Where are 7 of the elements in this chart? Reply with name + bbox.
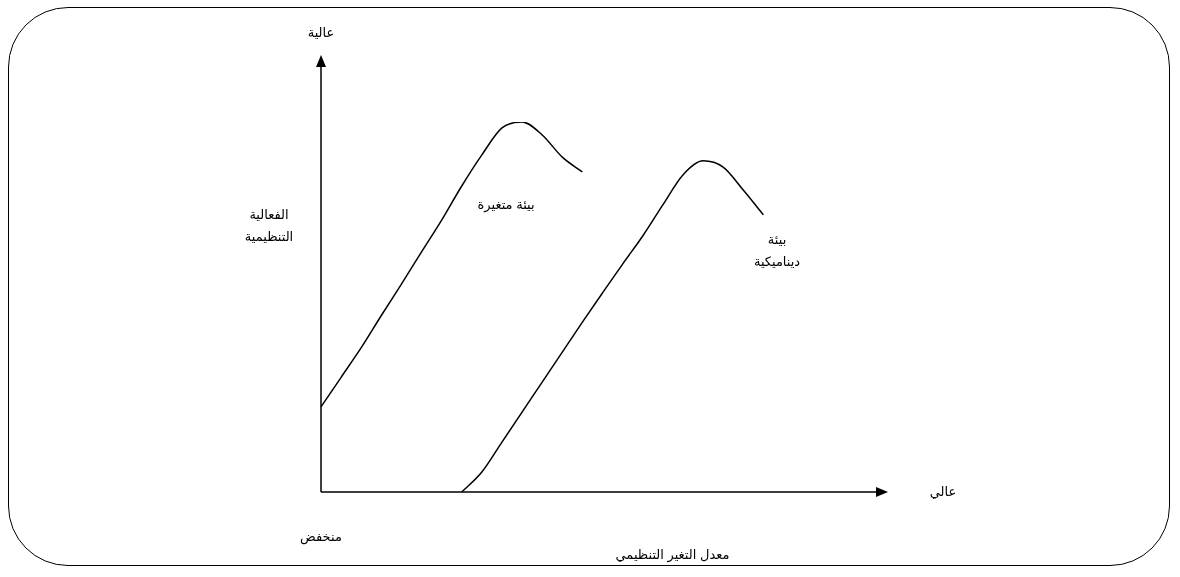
text: عالية — [307, 24, 335, 40]
y-axis-title: الفعالية التنظيمية — [244, 206, 294, 244]
series-label: بيئة متغيرة — [477, 196, 535, 213]
text: عالي — [929, 483, 957, 499]
text: منخفض — [300, 528, 342, 545]
x-axis-title: معدل التغير التنظيمي — [615, 546, 730, 563]
series-label: بيئة ديناميكية — [753, 232, 801, 270]
